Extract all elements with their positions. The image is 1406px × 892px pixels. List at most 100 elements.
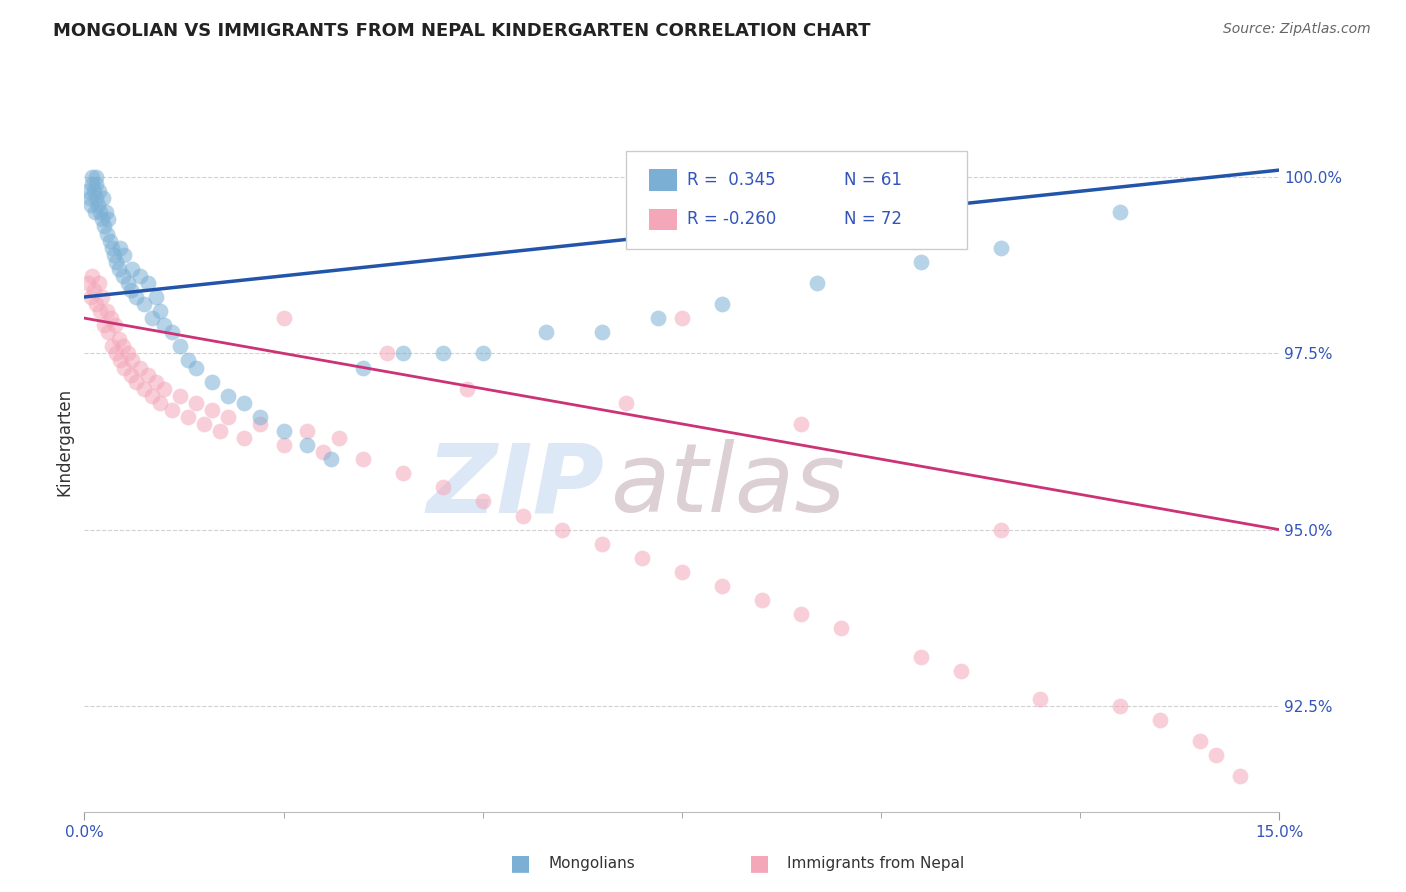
Point [79, 191, 101, 205]
Point [112, 248, 135, 262]
Point [1229, 769, 1251, 783]
Text: N = 61: N = 61 [844, 171, 903, 189]
Text: ■: ■ [510, 854, 530, 873]
Text: R =  0.345: R = 0.345 [688, 171, 776, 189]
Point [328, 431, 350, 445]
Point [273, 424, 295, 438]
Point [614, 396, 637, 410]
Point [273, 438, 295, 452]
Point [93, 318, 115, 333]
Text: ZIP: ZIP [426, 440, 605, 533]
Point [129, 360, 152, 375]
Point [990, 241, 1012, 255]
Point [112, 360, 135, 375]
Point [91, 191, 114, 205]
Point [121, 353, 143, 368]
Point [153, 318, 176, 333]
Point [87, 276, 110, 290]
Point [201, 402, 224, 417]
Point [153, 382, 176, 396]
Point [107, 261, 129, 276]
Point [86, 170, 108, 185]
Point [86, 297, 108, 311]
Point [790, 417, 813, 431]
Point [297, 424, 319, 438]
Point [949, 664, 972, 678]
Point [169, 339, 191, 353]
Point [80, 198, 103, 212]
Point [249, 417, 271, 431]
Point [145, 375, 167, 389]
Point [217, 389, 239, 403]
Point [96, 304, 118, 318]
Point [97, 212, 120, 227]
Text: N = 72: N = 72 [844, 211, 903, 228]
Point [110, 241, 132, 255]
Point [1188, 734, 1211, 748]
Point [160, 325, 183, 339]
Point [551, 523, 574, 537]
Point [87, 184, 110, 198]
Point [117, 346, 139, 360]
Point [352, 452, 374, 467]
Text: R = -0.260: R = -0.260 [688, 211, 776, 228]
Point [1109, 205, 1132, 219]
Point [201, 375, 224, 389]
Point [671, 565, 693, 579]
Point [98, 234, 121, 248]
Point [392, 346, 415, 360]
Point [184, 396, 207, 410]
Point [160, 402, 183, 417]
Point [82, 268, 104, 283]
Point [312, 445, 335, 459]
Point [352, 360, 374, 375]
Text: Source: ZipAtlas.com: Source: ZipAtlas.com [1223, 22, 1371, 37]
Point [631, 550, 654, 565]
Point [141, 311, 163, 326]
Point [89, 205, 111, 219]
Point [87, 198, 110, 212]
Point [120, 368, 142, 382]
Text: Mongolians: Mongolians [548, 856, 636, 871]
Point [471, 346, 494, 360]
Point [105, 346, 128, 360]
Point [273, 311, 295, 326]
Point [125, 375, 148, 389]
Point [90, 212, 112, 227]
Point [806, 276, 828, 290]
Point [432, 346, 454, 360]
Point [591, 325, 613, 339]
Point [512, 508, 534, 523]
Point [83, 283, 105, 297]
Point [149, 396, 172, 410]
Point [671, 311, 693, 326]
Point [132, 297, 156, 311]
Point [232, 396, 254, 410]
Point [129, 268, 152, 283]
Point [136, 368, 159, 382]
Point [107, 332, 129, 346]
Point [125, 290, 148, 304]
Point [456, 382, 478, 396]
Point [169, 389, 191, 403]
Point [751, 593, 773, 607]
Point [105, 254, 128, 268]
Point [217, 409, 239, 424]
Point [910, 254, 932, 268]
Point [432, 480, 454, 494]
Point [392, 467, 415, 481]
Point [90, 290, 112, 304]
Point [111, 268, 134, 283]
Point [83, 184, 105, 198]
Point [471, 494, 494, 508]
Point [910, 649, 932, 664]
Text: Immigrants from Nepal: Immigrants from Nepal [787, 856, 965, 871]
Point [141, 389, 163, 403]
Point [375, 346, 398, 360]
Point [145, 290, 167, 304]
Point [790, 607, 813, 622]
Point [94, 205, 117, 219]
Point [1205, 748, 1227, 763]
Text: MONGOLIAN VS IMMIGRANTS FROM NEPAL KINDERGARTEN CORRELATION CHART: MONGOLIAN VS IMMIGRANTS FROM NEPAL KINDE… [53, 22, 870, 40]
Point [149, 304, 172, 318]
